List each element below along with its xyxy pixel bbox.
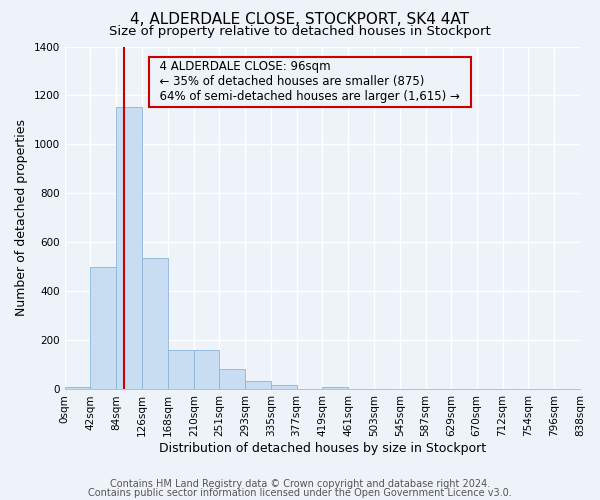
Text: Contains public sector information licensed under the Open Government Licence v3: Contains public sector information licen…: [88, 488, 512, 498]
Text: 4 ALDERDALE CLOSE: 96sqm
  ← 35% of detached houses are smaller (875)
  64% of s: 4 ALDERDALE CLOSE: 96sqm ← 35% of detach…: [152, 60, 467, 103]
Text: Contains HM Land Registry data © Crown copyright and database right 2024.: Contains HM Land Registry data © Crown c…: [110, 479, 490, 489]
Y-axis label: Number of detached properties: Number of detached properties: [15, 120, 28, 316]
Bar: [194, 350, 219, 390]
Bar: [91, 267, 116, 390]
Bar: [219, 368, 245, 390]
Bar: [116, 106, 142, 390]
Bar: [245, 381, 271, 390]
X-axis label: Distribution of detached houses by size in Stockport: Distribution of detached houses by size …: [159, 442, 486, 455]
Bar: [168, 350, 194, 390]
Bar: [65, 387, 91, 390]
Text: Size of property relative to detached houses in Stockport: Size of property relative to detached ho…: [109, 25, 491, 38]
Bar: [142, 258, 168, 390]
Bar: [322, 387, 348, 390]
Text: 4, ALDERDALE CLOSE, STOCKPORT, SK4 4AT: 4, ALDERDALE CLOSE, STOCKPORT, SK4 4AT: [131, 12, 470, 28]
Bar: [271, 384, 296, 390]
